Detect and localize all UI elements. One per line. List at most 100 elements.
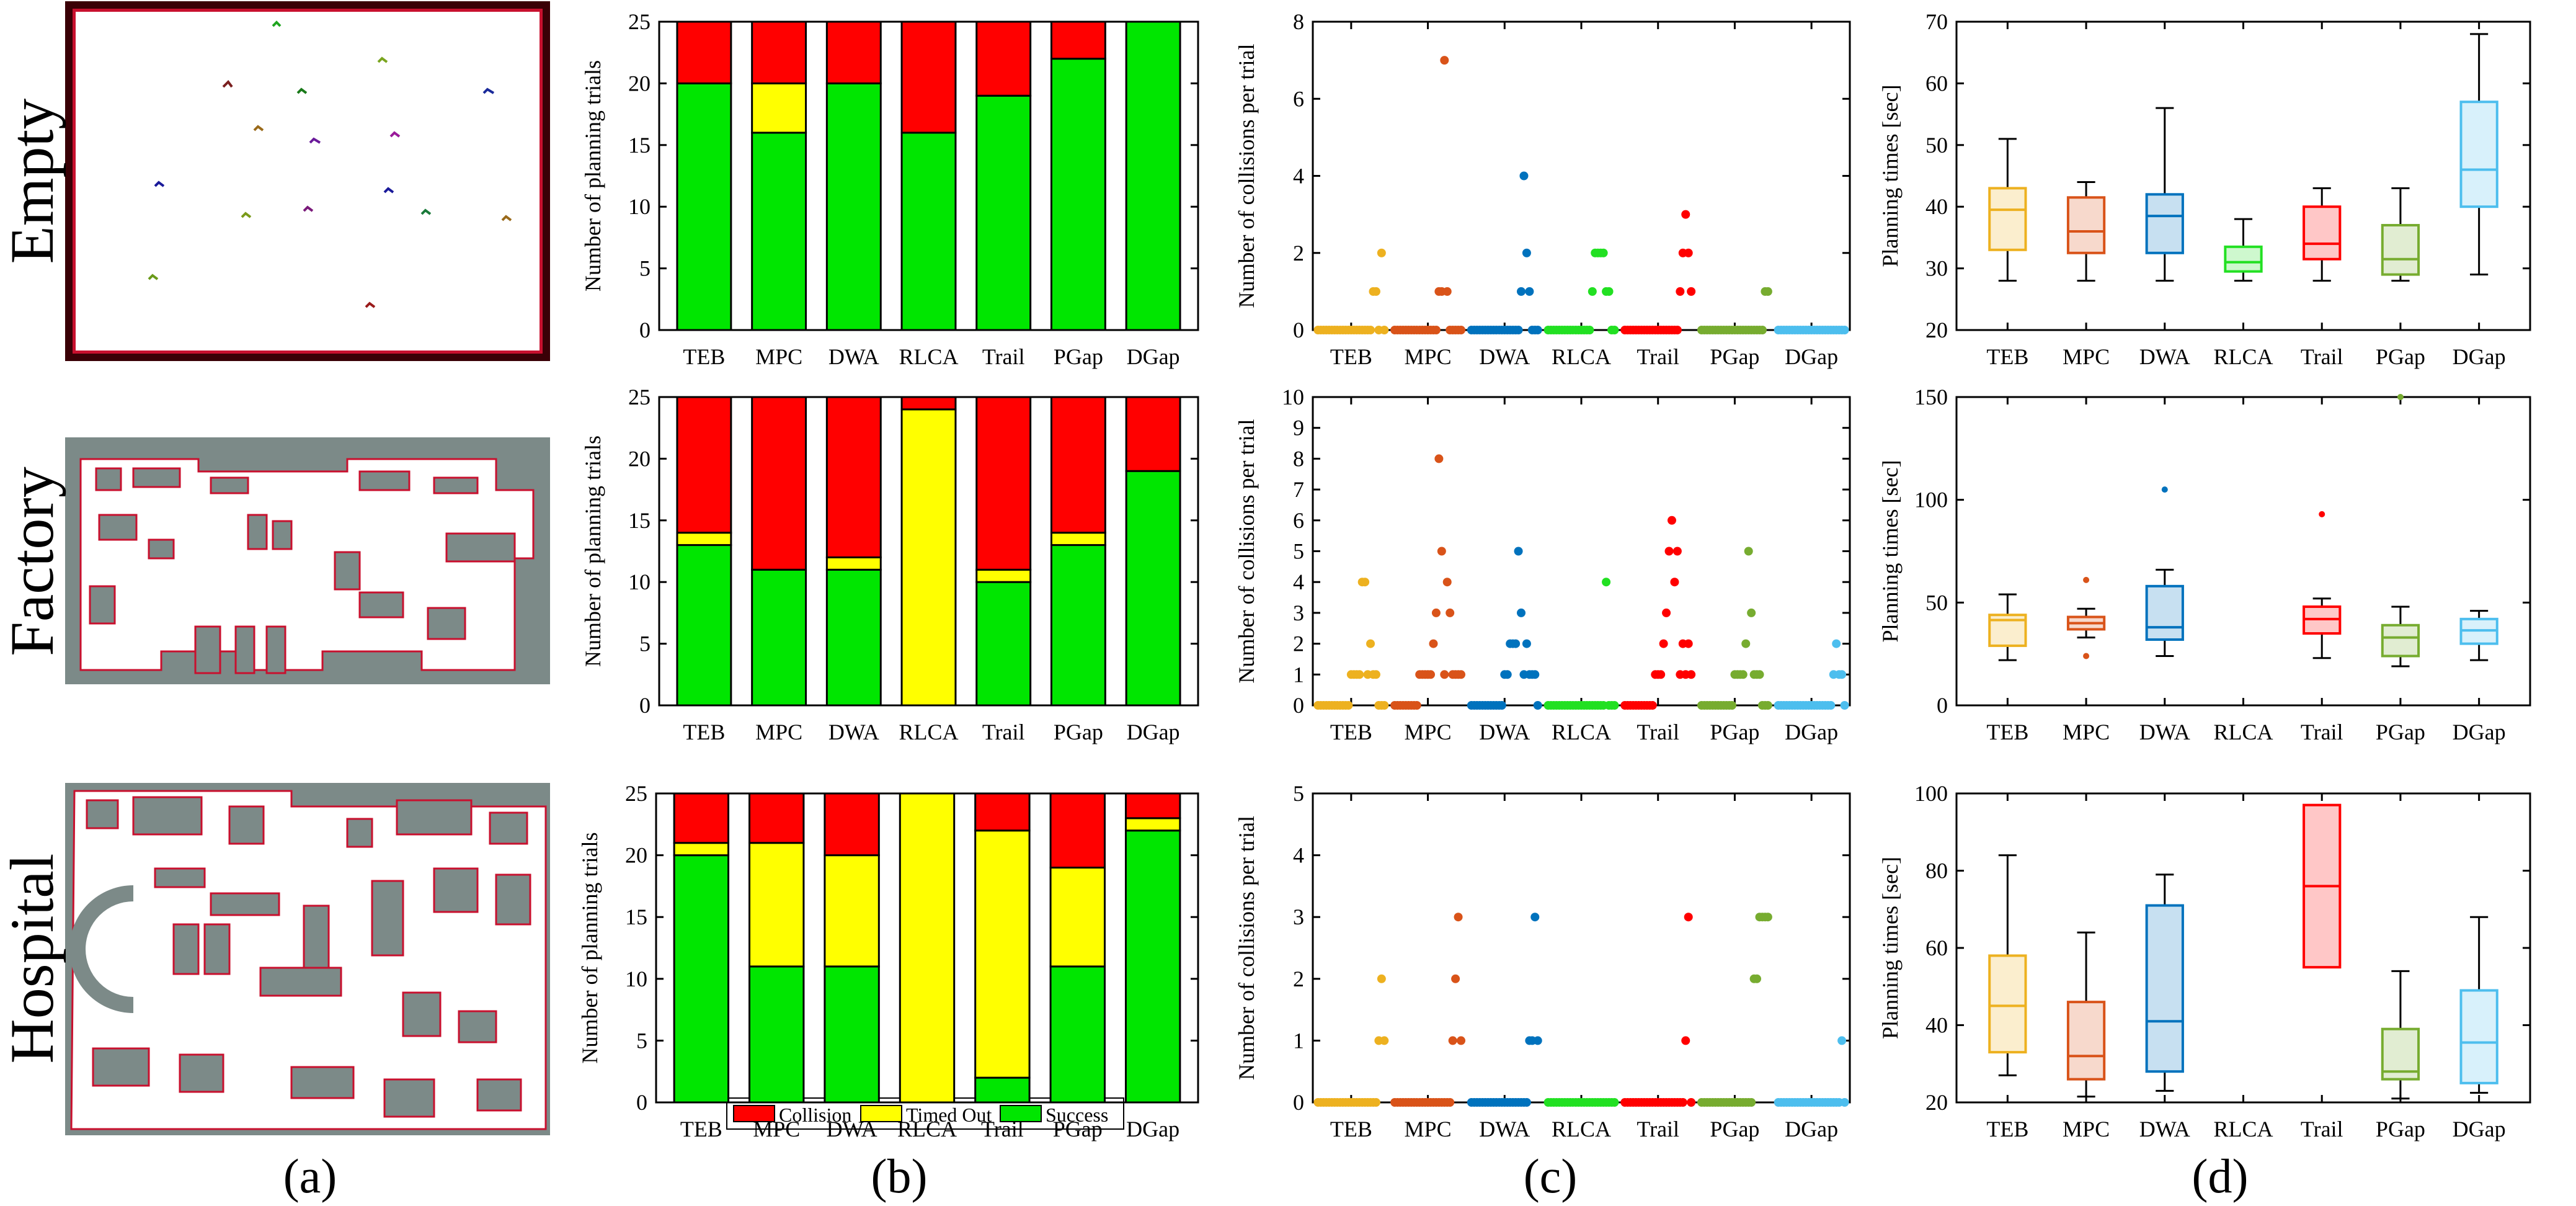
- y-tick-label: 0: [1293, 1090, 1304, 1115]
- x-tick-label: Trail: [1637, 1117, 1679, 1141]
- x-tick-label: TEB: [1330, 1117, 1372, 1141]
- row-label-factory: Factory: [0, 467, 66, 656]
- map-factory: [65, 437, 550, 684]
- bar-segment-MPC-timed-out: [748, 842, 805, 968]
- x-tick-label: RLCA: [1552, 720, 1611, 744]
- scatter-point-DWA: [1533, 701, 1542, 710]
- x-tick-label: DGap: [2453, 1117, 2506, 1141]
- scatter-point-MPC: [1431, 326, 1441, 334]
- x-tick-label: DGap: [1126, 1117, 1179, 1141]
- bar-segment-TEB-success: [676, 544, 732, 707]
- box-DWA: [2145, 193, 2184, 254]
- scatter-point-MPC: [1412, 701, 1421, 710]
- legend-label-success: Success: [1046, 1104, 1108, 1126]
- box-PGap: [2381, 623, 2420, 658]
- scatter-point-Trail: [1687, 1098, 1696, 1107]
- y-axis-title: Number of collisions per trial: [1234, 44, 1259, 308]
- x-tick-label: DGap: [2453, 720, 2506, 744]
- scatter-point-PGap: [1747, 1098, 1756, 1107]
- x-tick-label: DGap: [1785, 720, 1838, 744]
- chart-d-empty: 20 30 40 50 60 70 TEB MPC DWA RLCA Trail PGap DGap Pl…: [1878, 9, 2531, 369]
- scatter-point-MPC: [1457, 326, 1466, 334]
- x-tick-label: Trail: [982, 720, 1025, 744]
- scatter-point-Trail: [1684, 248, 1693, 257]
- map-empty: [65, 1, 550, 361]
- y-tick-label: 25: [628, 385, 651, 409]
- box-PGap: [2381, 224, 2420, 276]
- box-outlier-MPC: [2083, 576, 2090, 583]
- y-tick-label: 15: [628, 508, 651, 533]
- chart-c-factory: 0 1 2 3 4 5 6 7 8 9 10 TEB MPC DWA RLCA Trail PGap DGap Nu…: [1234, 385, 1851, 744]
- scatter-point-TEB: [1355, 670, 1364, 679]
- box-outlier-PGap: [2397, 394, 2404, 400]
- plot-frame: [1955, 396, 2531, 707]
- scatter-point-DGap: [1840, 326, 1849, 334]
- box-DGap: [2459, 100, 2498, 208]
- y-tick-label: 5: [1293, 539, 1304, 564]
- bar-segment-MPC-success: [751, 568, 807, 707]
- y-tick-label: 60: [1925, 71, 1948, 96]
- scatter-point-TEB: [1380, 326, 1389, 334]
- y-tick-label: 2: [1293, 632, 1304, 656]
- scatter-point-DWA: [1517, 608, 1526, 617]
- scatter-point-MPC: [1434, 454, 1444, 463]
- scatter-point-TEB: [1380, 1036, 1389, 1045]
- scatter-point-Trail: [1678, 1098, 1687, 1107]
- scatter-point-Trail: [1662, 608, 1671, 617]
- y-tick-label: 5: [639, 256, 651, 281]
- x-tick-label: DGap: [1785, 344, 1838, 369]
- x-tick-label: MPC: [2063, 1117, 2110, 1141]
- scatter-point-MPC: [1446, 608, 1455, 617]
- scatter-point-PGap: [1763, 701, 1772, 710]
- scatter-point-Trail: [1667, 516, 1676, 525]
- scatter-point-DWA: [1511, 639, 1521, 648]
- x-tick-label: Trail: [1637, 720, 1679, 744]
- x-tick-label: MPC: [1405, 1117, 1452, 1141]
- scatter-point-DWA: [1514, 326, 1523, 334]
- legend-swatch-success: [1000, 1105, 1042, 1122]
- scatter-point-DWA: [1514, 547, 1523, 556]
- scatter-point-RLCA: [1585, 326, 1594, 334]
- bar-segment-Trail-timed-out: [975, 568, 1032, 583]
- chart-c-empty: 0 2 4 6 8 TEB MPC DWA RLCA Trail PGap DGap Number of…: [1234, 9, 1851, 369]
- scatter-point-Trail: [1672, 547, 1682, 556]
- scatter-point-Trail: [1672, 326, 1682, 334]
- x-tick-label: RLCA: [897, 1117, 957, 1141]
- x-tick-label: Trail: [981, 1117, 1024, 1141]
- x-tick-label: DGap: [2453, 344, 2506, 369]
- y-tick-label: 60: [1925, 936, 1948, 960]
- scatter-point-RLCA: [1588, 287, 1597, 296]
- y-tick-label: 70: [1925, 9, 1948, 34]
- y-tick-label: 50: [1925, 133, 1948, 158]
- x-tick-label: DWA: [2139, 1117, 2190, 1141]
- y-tick-label: 5: [1293, 781, 1304, 806]
- bar-segment-DGap-collision: [1124, 792, 1181, 820]
- bar-segment-RLCA-timed-out: [899, 792, 956, 1104]
- panel-letter-c: (c): [1524, 1149, 1578, 1203]
- bar-segment-TEB-collision: [673, 792, 730, 844]
- bar-segment-Trail-timed-out: [974, 829, 1031, 1079]
- bar-segment-TEB-timed-out: [676, 532, 732, 547]
- bar-segment-TEB-collision: [676, 20, 732, 84]
- scatter-point-DWA: [1517, 287, 1526, 296]
- scatter-point-DGap: [1826, 701, 1836, 710]
- scatter-point-PGap: [1763, 913, 1772, 922]
- scatter-point-MPC: [1457, 670, 1466, 679]
- scatter-point-DWA: [1522, 639, 1531, 648]
- y-tick-label: 1: [1293, 662, 1304, 687]
- x-tick-label: TEB: [1986, 1117, 2028, 1141]
- scatter-point-DWA: [1533, 326, 1542, 334]
- y-tick-label: 6: [1293, 508, 1304, 533]
- bar-segment-PGap-success: [1050, 544, 1106, 707]
- y-axis-title: Number of collisions per trial: [1234, 816, 1259, 1080]
- scatter-point-TEB: [1366, 639, 1375, 648]
- scatter-point-DGap: [1837, 1036, 1847, 1045]
- box-Trail: [2303, 205, 2342, 261]
- x-tick-label: Trail: [2301, 1117, 2343, 1141]
- plot-frame: [1312, 20, 1851, 331]
- bar-segment-RLCA-timed-out: [900, 408, 957, 707]
- scatter-point-PGap: [1755, 670, 1764, 679]
- y-tick-label: 0: [1293, 318, 1304, 342]
- y-axis-title: Number of collisions per trial: [1234, 419, 1259, 684]
- bar-segment-DWA-timed-out: [825, 556, 882, 571]
